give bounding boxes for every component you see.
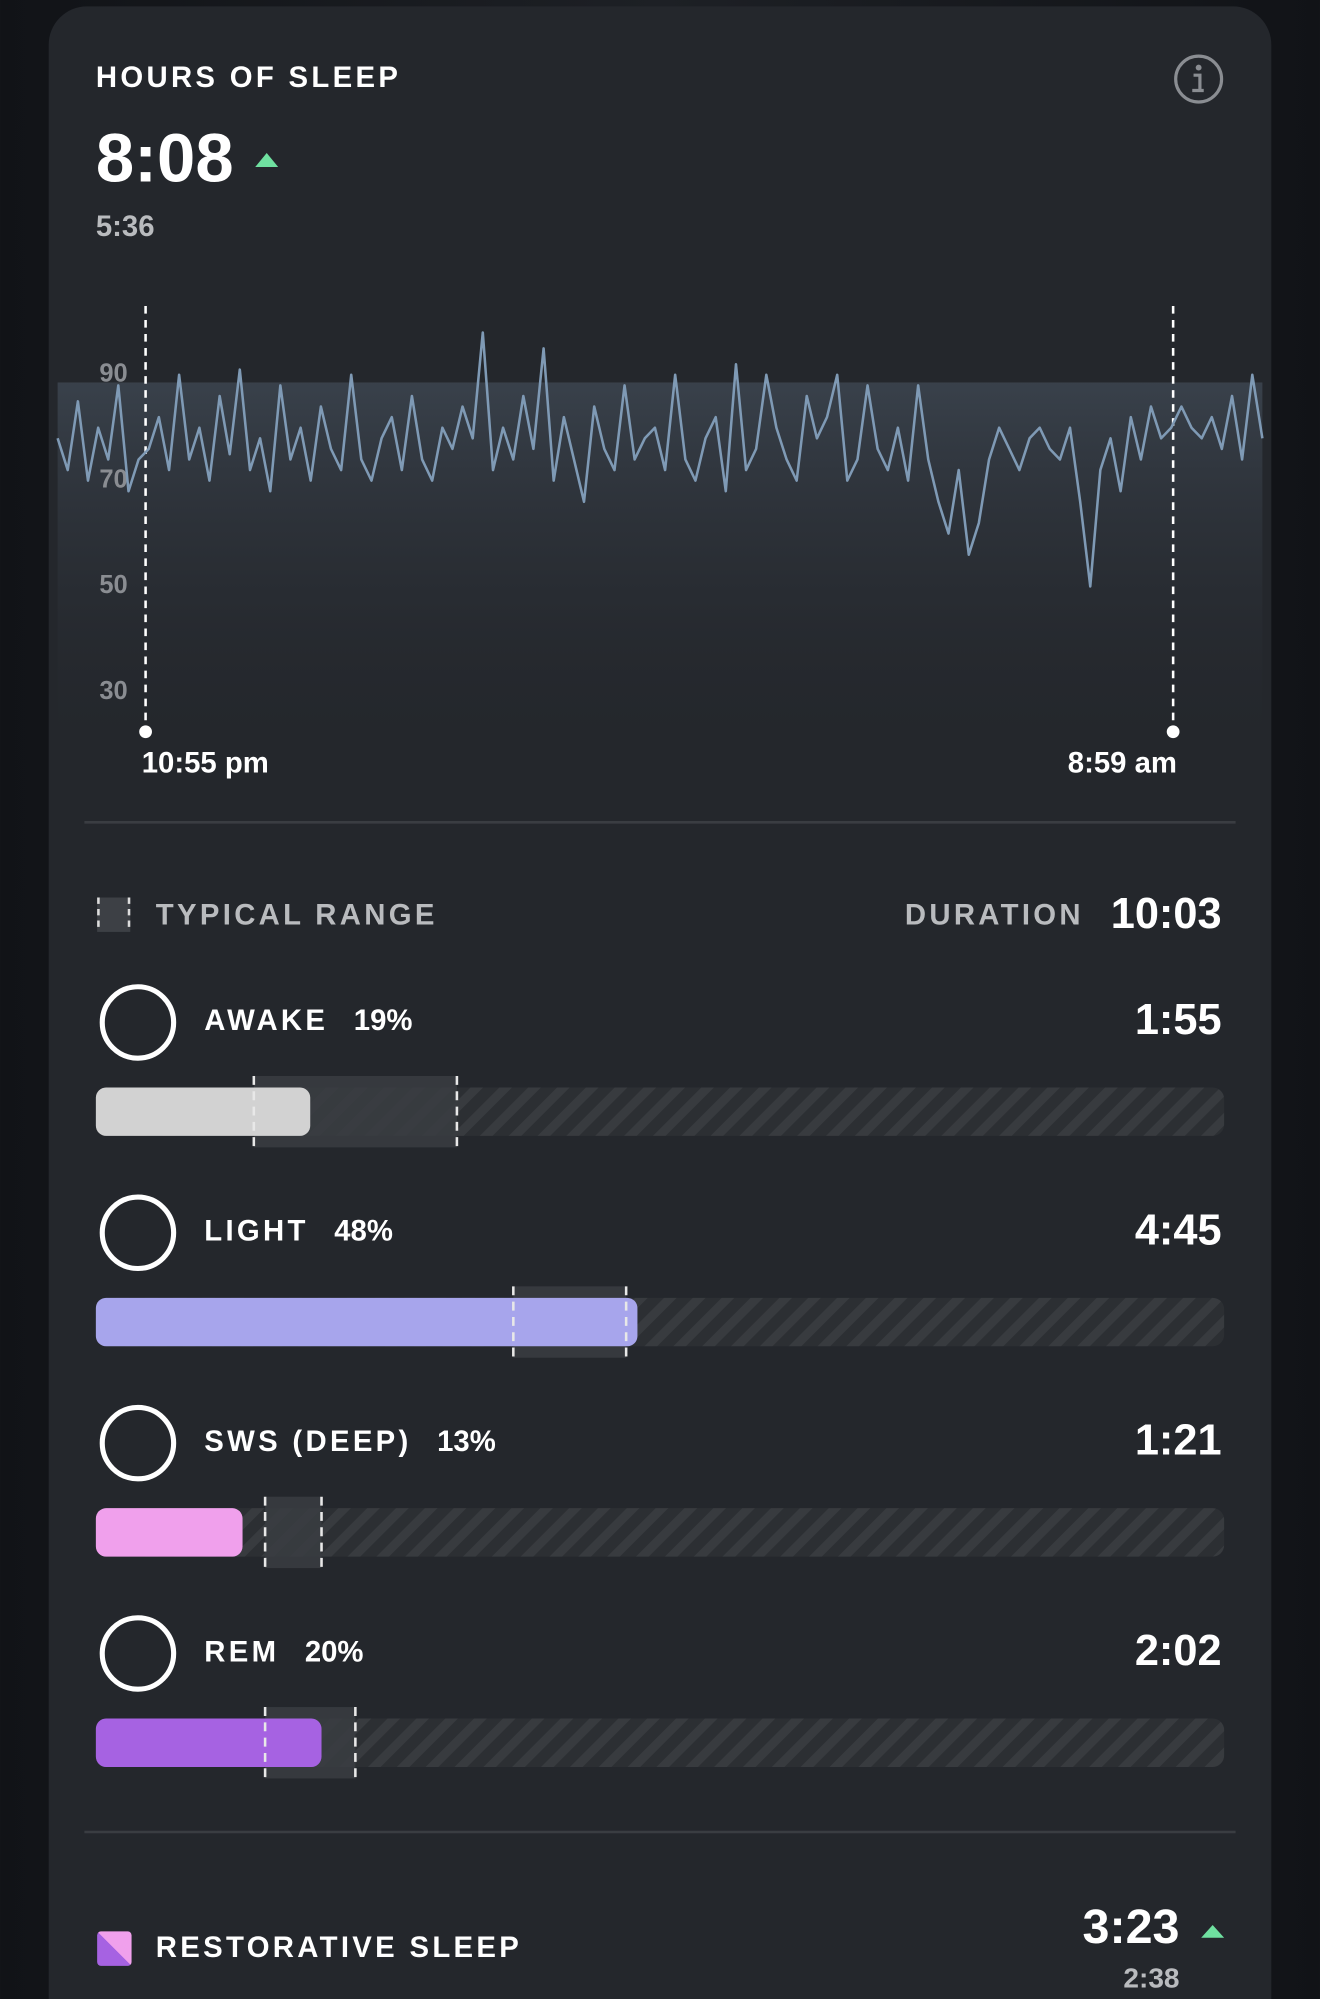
stage-circle: [99, 1404, 177, 1482]
stage-duration: 1:21: [1135, 1417, 1222, 1465]
stages: AWAKE 19% 1:55 LIGHT 48% 4:45 SWS (DEEP) 13% 1:2…: [95, 984, 1225, 1779]
stage-percent: 19%: [354, 1004, 413, 1037]
info-icon[interactable]: [1174, 54, 1224, 104]
sleep-hours: 8:08: [96, 119, 234, 196]
card: [48, 6, 1272, 1999]
restorative-icon: [97, 1931, 132, 1966]
restorative-previous: 2:38: [1123, 1962, 1179, 1993]
y-tick-label: 50: [99, 571, 127, 599]
stage-name: LIGHT: [204, 1215, 309, 1248]
stage-circle: [99, 1615, 177, 1692]
typical-range-icon: [97, 897, 131, 932]
stage-duration: 4:45: [1135, 1206, 1222, 1254]
stage-name: REM: [204, 1635, 279, 1668]
chart-shade: [57, 382, 1263, 765]
range-dot: [139, 725, 152, 739]
range-markers: [144, 305, 1175, 732]
stage-bar: [95, 1297, 638, 1347]
up-arrow: [255, 152, 279, 168]
up-arrow: [1201, 1925, 1225, 1938]
stage-percent: 13%: [437, 1425, 496, 1458]
card-title: HOURS OF SLEEP: [96, 61, 401, 94]
typical-range: [265, 1496, 322, 1569]
x-label: 8:59 am: [1068, 747, 1177, 780]
restorative-value: 3:23: [1083, 1900, 1180, 1954]
stage-circle: [99, 984, 177, 1061]
stage-circle: [99, 1194, 177, 1272]
previous-hours: 5:36: [96, 210, 155, 243]
stage-percent: 20%: [305, 1635, 364, 1668]
x-label: 10:55 pm: [142, 747, 269, 780]
y-tick-label: 70: [99, 465, 127, 493]
stage-duration: 1:55: [1135, 996, 1222, 1044]
bar-track: [95, 1508, 1225, 1557]
y-tick-label: 90: [99, 360, 127, 388]
range-dot: [1166, 725, 1180, 739]
restorative-title: RESTORATIVE SLEEP: [156, 1931, 522, 1964]
stage-name: AWAKE: [204, 1004, 328, 1037]
duration-label: DURATION: [905, 898, 1084, 931]
stage-name: SWS (DEEP): [204, 1425, 411, 1458]
bar-track: [95, 1718, 1225, 1767]
stage-bar: [95, 1718, 322, 1767]
y-tick-label: 30: [99, 677, 127, 705]
total-duration: 10:03: [1111, 890, 1222, 938]
stage-duration: 2:02: [1135, 1627, 1222, 1675]
stage-percent: 48%: [334, 1215, 393, 1248]
stage-bar: [95, 1087, 311, 1136]
heart-rate-line: [56, 331, 1264, 588]
stage-bar: [95, 1508, 243, 1557]
legend-label: TYPICAL RANGE: [156, 898, 438, 931]
